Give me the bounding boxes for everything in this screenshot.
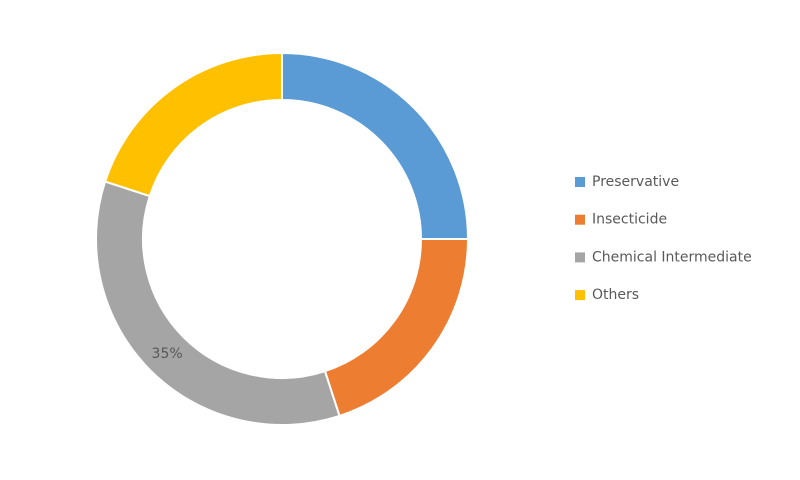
legend-swatch [575, 290, 585, 301]
donut-segment [323, 238, 470, 418]
legend-label: Chemical Intermediate [592, 249, 752, 265]
legend-label: Others [592, 287, 639, 303]
donut-segment [95, 180, 341, 426]
legend-label: Insecticide [592, 212, 667, 228]
legend-swatch [575, 177, 585, 187]
legend-label: Preservative [592, 174, 679, 190]
donut-segment [281, 51, 470, 240]
data-label: 35% [152, 346, 183, 362]
legend-swatch [575, 252, 585, 263]
legend-swatch [575, 214, 585, 225]
donut-segment [103, 51, 283, 198]
